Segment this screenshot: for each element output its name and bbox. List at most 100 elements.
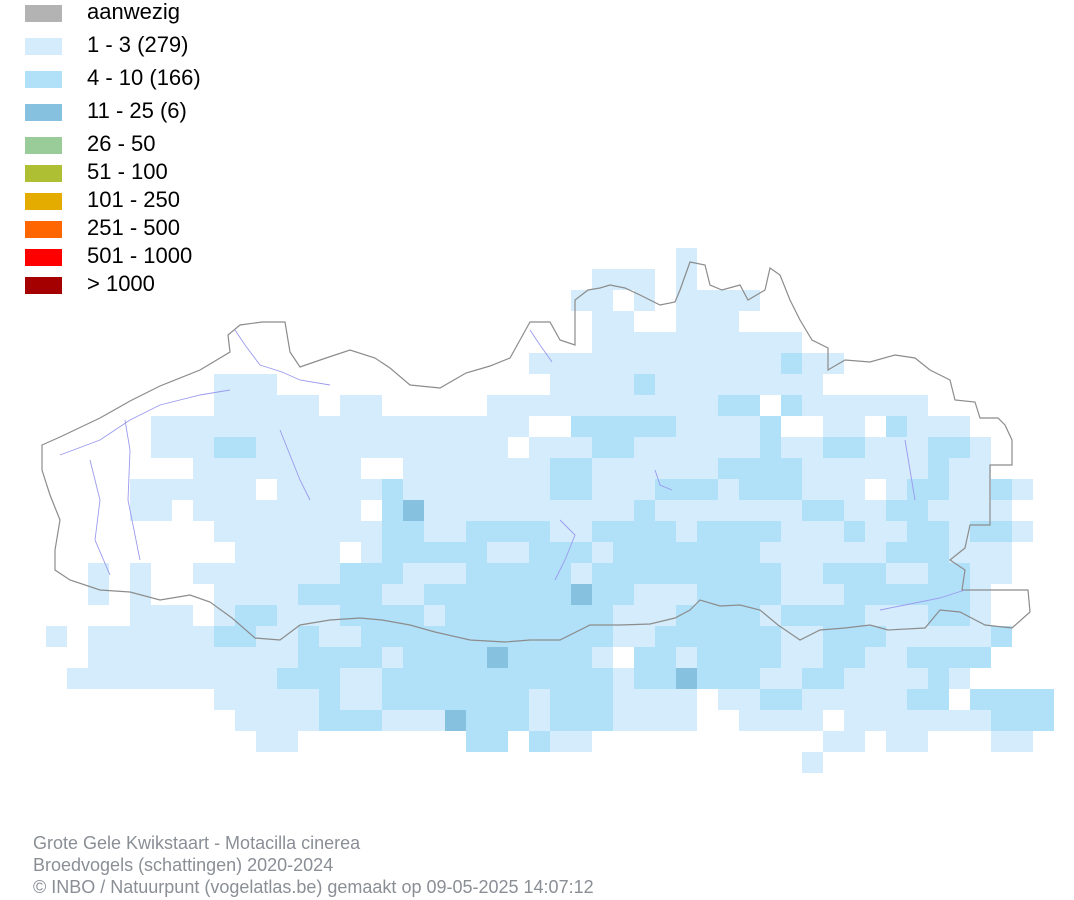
grid-cell[interactable] bbox=[739, 416, 760, 437]
grid-cell[interactable] bbox=[382, 479, 403, 500]
grid-cell[interactable] bbox=[151, 479, 172, 500]
grid-cell[interactable] bbox=[907, 395, 928, 416]
grid-cell[interactable] bbox=[529, 353, 550, 374]
grid-cell[interactable] bbox=[928, 584, 949, 605]
grid-cell[interactable] bbox=[319, 458, 340, 479]
grid-cell[interactable] bbox=[319, 710, 340, 731]
grid-cell[interactable] bbox=[907, 521, 928, 542]
grid-cell[interactable] bbox=[466, 584, 487, 605]
grid-cell[interactable] bbox=[655, 689, 676, 710]
grid-cell[interactable] bbox=[592, 668, 613, 689]
grid-cell[interactable] bbox=[130, 479, 151, 500]
grid-cell[interactable] bbox=[760, 689, 781, 710]
grid-cell[interactable] bbox=[739, 710, 760, 731]
grid-cell[interactable] bbox=[676, 563, 697, 584]
grid-cell[interactable] bbox=[907, 605, 928, 626]
grid-cell[interactable] bbox=[949, 416, 970, 437]
grid-cell[interactable] bbox=[697, 584, 718, 605]
grid-cell[interactable] bbox=[844, 521, 865, 542]
grid-cell[interactable] bbox=[319, 542, 340, 563]
grid-cell[interactable] bbox=[592, 353, 613, 374]
grid-cell[interactable] bbox=[592, 332, 613, 353]
grid-cell[interactable] bbox=[193, 668, 214, 689]
grid-cell[interactable] bbox=[676, 437, 697, 458]
grid-cell[interactable] bbox=[466, 500, 487, 521]
grid-cell[interactable] bbox=[886, 689, 907, 710]
grid-cell[interactable] bbox=[655, 584, 676, 605]
grid-cell[interactable] bbox=[550, 500, 571, 521]
grid-cell[interactable] bbox=[823, 353, 844, 374]
grid-cell[interactable] bbox=[529, 668, 550, 689]
grid-cell[interactable] bbox=[886, 647, 907, 668]
grid-cell[interactable] bbox=[487, 668, 508, 689]
grid-cell[interactable] bbox=[592, 416, 613, 437]
grid-cell[interactable] bbox=[403, 500, 424, 521]
grid-cell[interactable] bbox=[466, 563, 487, 584]
grid-cell[interactable] bbox=[634, 416, 655, 437]
grid-cell[interactable] bbox=[886, 710, 907, 731]
grid-cell[interactable] bbox=[298, 500, 319, 521]
grid-cell[interactable] bbox=[529, 395, 550, 416]
grid-cell[interactable] bbox=[760, 416, 781, 437]
grid-cell[interactable] bbox=[256, 395, 277, 416]
grid-cell[interactable] bbox=[466, 479, 487, 500]
grid-cell[interactable] bbox=[907, 626, 928, 647]
grid-cell[interactable] bbox=[571, 374, 592, 395]
grid-cell[interactable] bbox=[508, 584, 529, 605]
grid-cell[interactable] bbox=[361, 563, 382, 584]
grid-cell[interactable] bbox=[592, 689, 613, 710]
grid-cell[interactable] bbox=[424, 437, 445, 458]
grid-cell[interactable] bbox=[592, 395, 613, 416]
grid-cell[interactable] bbox=[382, 710, 403, 731]
grid-cell[interactable] bbox=[298, 521, 319, 542]
grid-cell[interactable] bbox=[319, 626, 340, 647]
grid-cell[interactable] bbox=[235, 458, 256, 479]
grid-cell[interactable] bbox=[781, 353, 802, 374]
grid-cell[interactable] bbox=[676, 710, 697, 731]
grid-cell[interactable] bbox=[298, 458, 319, 479]
grid-cell[interactable] bbox=[445, 584, 466, 605]
grid-cell[interactable] bbox=[991, 626, 1012, 647]
grid-cell[interactable] bbox=[382, 668, 403, 689]
grid-cell[interactable] bbox=[550, 437, 571, 458]
grid-cell[interactable] bbox=[571, 605, 592, 626]
grid-cell[interactable] bbox=[277, 437, 298, 458]
grid-cell[interactable] bbox=[298, 605, 319, 626]
grid-cell[interactable] bbox=[718, 626, 739, 647]
grid-cell[interactable] bbox=[235, 710, 256, 731]
grid-cell[interactable] bbox=[802, 647, 823, 668]
grid-cell[interactable] bbox=[697, 395, 718, 416]
grid-cell[interactable] bbox=[403, 479, 424, 500]
grid-cell[interactable] bbox=[613, 710, 634, 731]
grid-cell[interactable] bbox=[277, 563, 298, 584]
grid-cell[interactable] bbox=[697, 332, 718, 353]
grid-cell[interactable] bbox=[403, 437, 424, 458]
grid-cell[interactable] bbox=[340, 416, 361, 437]
grid-cell[interactable] bbox=[886, 395, 907, 416]
grid-cell[interactable] bbox=[130, 605, 151, 626]
grid-cell[interactable] bbox=[676, 353, 697, 374]
grid-cell[interactable] bbox=[655, 416, 676, 437]
grid-cell[interactable] bbox=[445, 500, 466, 521]
grid-cell[interactable] bbox=[571, 479, 592, 500]
grid-cell[interactable] bbox=[634, 269, 655, 290]
grid-cell[interactable] bbox=[739, 353, 760, 374]
grid-cell[interactable] bbox=[655, 542, 676, 563]
grid-cell[interactable] bbox=[340, 521, 361, 542]
grid-cell[interactable] bbox=[424, 458, 445, 479]
grid-cell[interactable] bbox=[508, 668, 529, 689]
grid-cell[interactable] bbox=[865, 563, 886, 584]
grid-cell[interactable] bbox=[823, 605, 844, 626]
grid-cell[interactable] bbox=[676, 395, 697, 416]
grid-cell[interactable] bbox=[298, 668, 319, 689]
grid-cell[interactable] bbox=[970, 479, 991, 500]
grid-cell[interactable] bbox=[529, 458, 550, 479]
grid-cell[interactable] bbox=[235, 416, 256, 437]
grid-cell[interactable] bbox=[466, 647, 487, 668]
grid-cell[interactable] bbox=[781, 605, 802, 626]
grid-cell[interactable] bbox=[298, 395, 319, 416]
grid-cell[interactable] bbox=[487, 542, 508, 563]
grid-cell[interactable] bbox=[613, 605, 634, 626]
grid-cell[interactable] bbox=[802, 584, 823, 605]
grid-cell[interactable] bbox=[760, 668, 781, 689]
